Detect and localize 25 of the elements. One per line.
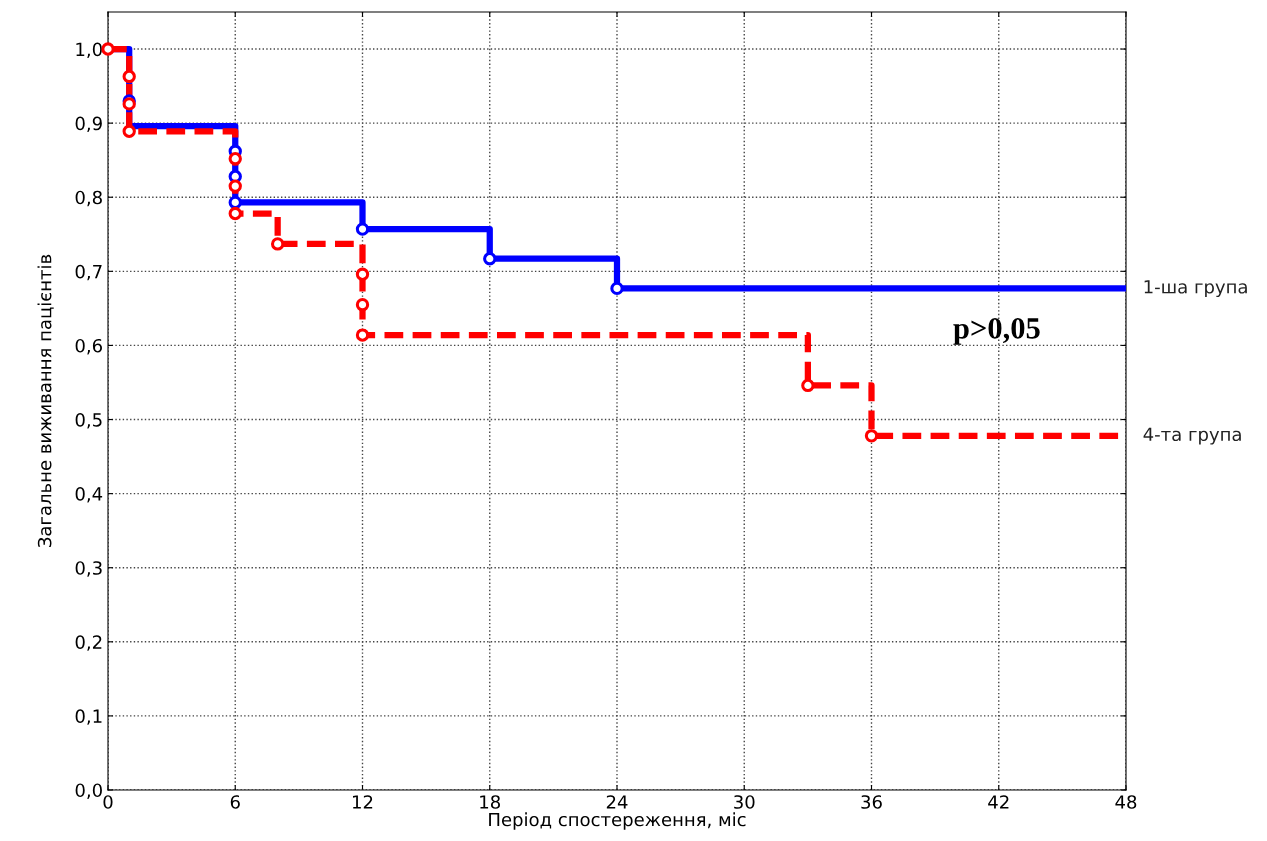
x-tick-label: 36 [861, 795, 882, 809]
x-tick-label: 18 [480, 795, 500, 809]
x-tick-label: 30 [734, 795, 755, 809]
y-tick-label: 0,5 [75, 412, 102, 429]
x-tick-label: 6 [230, 795, 240, 809]
y-tick-label: 0,2 [75, 635, 102, 651]
y-tick-label: 1,0 [76, 42, 102, 59]
y-tick-label: 0,6 [75, 338, 102, 355]
series-label: 4-та група [1143, 427, 1241, 445]
series-label: 1-ша група [1144, 280, 1247, 298]
x-tick-label: 48 [1115, 795, 1137, 809]
y-tick-label: 0,4 [75, 487, 103, 503]
y-tick-label: 0,8 [75, 190, 102, 207]
y-tick-label: 0,1 [75, 709, 102, 725]
y-tick-label: 0,3 [75, 561, 102, 577]
annotation: p>0,05 [953, 318, 1040, 345]
y-tick-label: 0,9 [75, 116, 102, 133]
y-tick-label: 0,0 [75, 783, 102, 799]
x-tick-label: 42 [988, 795, 1009, 809]
x-tick-label: 24 [606, 795, 628, 809]
x-tick-label: 0 [103, 795, 113, 809]
y-axis-title: Загальне виживання пацієнтів [37, 254, 54, 547]
y-tick-label: 0,7 [75, 264, 102, 281]
x-tick-label: 12 [353, 795, 373, 809]
x-axis-title: Період спостереження, міс [489, 812, 746, 830]
